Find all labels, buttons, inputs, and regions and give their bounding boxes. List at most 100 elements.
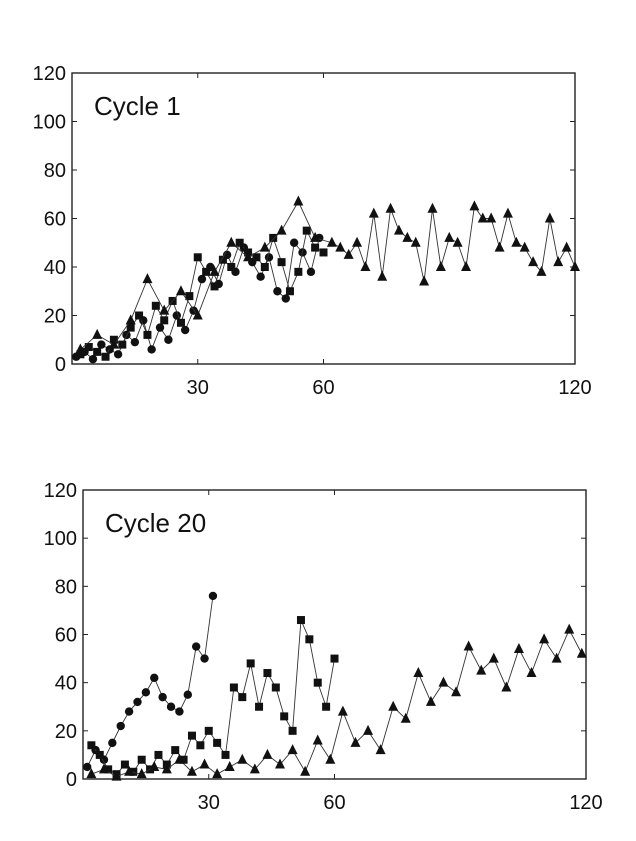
series-circle [82,591,218,772]
chart-title: Cycle 1 [94,91,181,121]
data-point-triangle [237,753,248,764]
data-point-circle [256,272,265,281]
data-point-square [288,726,297,735]
series-triangle [86,623,587,781]
data-point-triangle [477,212,488,223]
data-point-triangle [419,275,430,286]
data-point-triangle [536,265,547,276]
data-point-triangle [438,676,449,687]
x-tick-label: 120 [558,377,591,399]
data-point-square [193,253,202,262]
data-point-triangle [262,748,273,759]
data-point-triangle [476,664,487,675]
data-point-circle [150,673,159,683]
data-point-circle [116,721,125,731]
data-point-triangle [388,700,399,711]
data-point-square [305,635,314,644]
data-point-square [171,746,180,755]
data-point-circle [113,350,123,359]
data-point-triangle [519,241,530,252]
data-point-circle [141,688,151,697]
data-point-triangle [513,642,524,653]
data-point-circle [166,702,176,711]
data-point-triangle [427,202,438,213]
data-point-square [263,669,272,678]
data-point-square [285,287,294,296]
data-point-circle [88,354,98,364]
y-tick-label: 20 [44,306,66,328]
data-point-triangle [352,236,363,247]
data-point-triangle [502,207,513,218]
data-point-circle [183,690,192,699]
data-point-triangle [175,285,186,296]
data-point-triangle [287,744,298,755]
data-point-square [151,301,160,310]
data-point-square [95,750,104,759]
data-point-triangle [199,758,210,769]
data-point-circle [164,335,173,344]
data-point-triangle [124,765,135,776]
data-point-square [319,248,328,257]
data-point-square [302,226,311,235]
data-point-square [235,238,244,247]
series-line [91,628,583,778]
y-tick-label: 40 [55,673,77,695]
data-point-square [252,253,261,262]
data-point-circle [175,707,184,716]
data-point-circle [124,707,134,716]
data-point-triangle [243,251,254,262]
y-tick-label: 40 [44,257,66,279]
y-tick-label: 60 [44,209,66,231]
data-point-triangle [511,236,522,247]
data-point-square [187,731,196,740]
data-point-square [296,616,305,625]
data-point-square [196,741,205,750]
data-point-triangle [385,202,396,213]
data-point-square [277,258,286,267]
data-point-triangle [377,270,388,281]
data-point-triangle [343,248,354,259]
data-point-square [160,316,169,325]
data-point-triangle [539,633,550,644]
data-point-triangle [469,200,480,211]
data-point-triangle [461,261,472,271]
data-point-square [294,267,303,276]
data-point-triangle [224,760,235,771]
data-point-triangle [425,695,436,706]
data-point-triangle [570,261,580,271]
data-point-triangle [526,667,537,678]
data-point-triangle [350,736,361,747]
series-triangle [75,195,580,354]
data-point-circle [273,287,282,296]
data-point-triangle [98,763,109,774]
data-point-square [202,267,211,276]
y-tick-label: 80 [44,160,66,182]
data-point-square [179,755,188,764]
data-point-circle [108,738,117,748]
y-tick-label: 60 [55,625,77,647]
y-tick-label: 120 [33,63,66,85]
data-point-triangle [486,212,497,223]
data-point-triangle [209,265,220,276]
data-point-triangle [108,338,119,349]
data-point-triangle [149,760,160,771]
data-point-triangle [159,304,170,315]
data-point-square [76,350,85,359]
y-tick-label: 100 [44,528,77,550]
data-point-triangle [368,207,379,218]
data-point-circle [208,591,218,601]
data-point-square [271,683,280,692]
data-point-square [260,263,269,271]
data-point-square [204,726,213,735]
data-point-square [213,738,222,747]
y-tick-label: 20 [55,721,77,743]
data-point-square [255,702,264,711]
data-point-triangle [142,273,153,284]
data-point-triangle [410,236,421,247]
data-point-circle [197,274,207,284]
data-point-triangle [300,765,311,776]
series-line [91,619,335,775]
x-tick-label: 120 [569,792,602,814]
x-tick-label: 30 [198,792,220,814]
